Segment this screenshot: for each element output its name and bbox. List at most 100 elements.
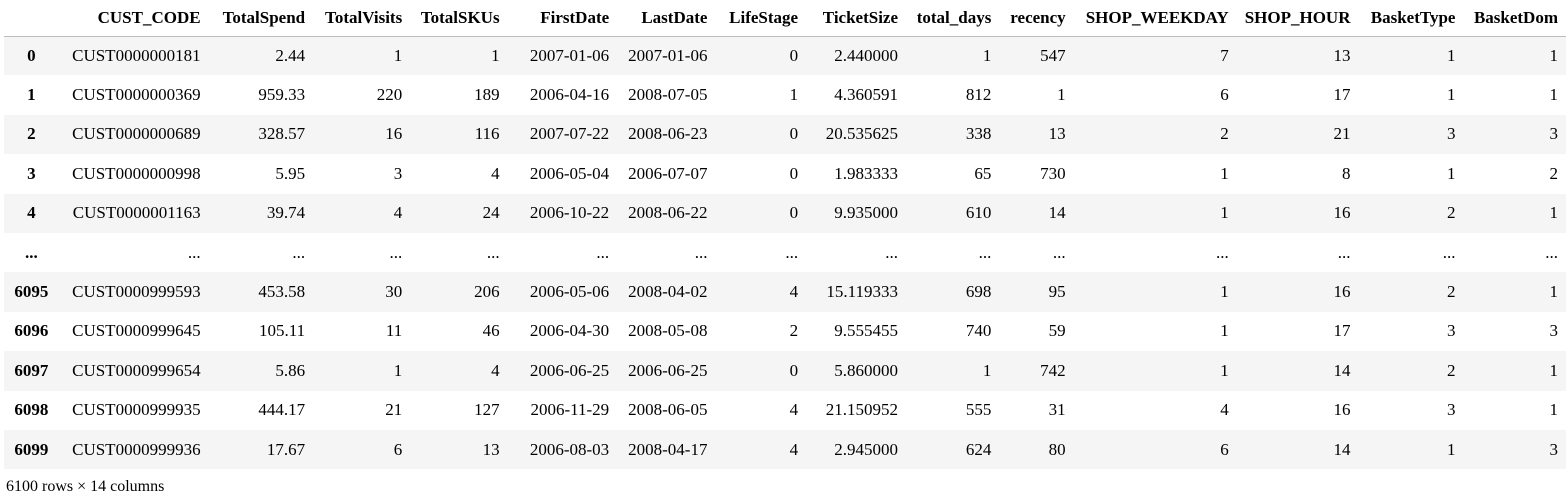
table-cell: 3	[1446, 321, 1456, 341]
table-cell: 2006-10-22	[529, 203, 610, 223]
column-header-firstdate: FirstDate	[507, 0, 618, 37]
table-row: 0 CUST0000000181 2.44 1 1 2007-01-06 2007-01-0…	[4, 36, 1566, 76]
table-row: 6099 CUST0000999936 17.67 6 13 2006-08-03 2008…	[4, 429, 1566, 470]
table-cell: 2	[789, 321, 799, 341]
table-row: ........................................…	[4, 232, 1566, 273]
table-cell: 2	[1549, 163, 1559, 183]
table-cell: 5.86	[275, 360, 306, 380]
table-cell: ...	[486, 242, 500, 262]
table-cell: 1	[982, 45, 992, 65]
table-cell: 3	[1549, 439, 1559, 459]
table-cell: 3	[1446, 124, 1456, 144]
table-cell: 2008-07-05	[628, 85, 708, 105]
table-cell: 1	[1549, 45, 1559, 65]
table-cell: 3	[1446, 400, 1456, 420]
table-cell: 11	[385, 321, 403, 341]
table-cell: 46	[482, 321, 500, 341]
table-cell: CUST0000999935	[72, 400, 201, 420]
table-cell: 1	[982, 360, 992, 380]
table-cell: 2008-06-22	[628, 203, 708, 223]
table-cell: 2006-07-07	[628, 163, 708, 183]
column-header-lifestage: LifeStage	[715, 0, 807, 37]
table-cell: 1	[789, 85, 799, 105]
table-cell: 742	[1040, 360, 1066, 380]
table-cell: ...	[596, 242, 610, 262]
table-row: 6095 CUST0000999593 453.58 30 206 2006-05-06 2…	[4, 272, 1566, 312]
table-cell: 105.11	[259, 321, 306, 341]
table-cell: ...	[1052, 242, 1066, 262]
table-cell: 9.555455	[834, 321, 899, 341]
table-cell: 2006-04-16	[529, 85, 610, 105]
table-cell: 555	[965, 400, 992, 420]
table-cell: 1	[491, 45, 500, 65]
table-cell: ...	[885, 242, 899, 262]
table-cell: ...	[978, 242, 992, 262]
table-cell: 16	[1333, 203, 1351, 223]
table-cell: 2	[1446, 203, 1456, 223]
table-cell: 8	[1341, 163, 1351, 183]
table-cell: 2.945000	[834, 439, 899, 459]
table-cell: 730	[1040, 163, 1066, 183]
table-cell: 16	[1333, 282, 1351, 302]
table-cell: 31	[1048, 400, 1066, 420]
column-header-lastdate: LastDate	[617, 0, 716, 37]
column-header-baskettype: BasketType	[1358, 0, 1464, 37]
table-cell: CUST0000999645	[72, 321, 201, 341]
table-cell: 206	[474, 282, 500, 302]
table-cell: 2006-06-25	[628, 360, 708, 380]
table-cell: 0	[789, 45, 799, 65]
table-body: 0 CUST0000000181 2.44 1 1 2007-01-06 2007-01-0…	[4, 36, 1566, 470]
row-index: 6095	[14, 282, 49, 302]
column-header-cust-code: CUST_CODE	[58, 0, 209, 37]
table-cell: 1	[1446, 85, 1456, 105]
row-index: 6096	[14, 321, 49, 341]
table-cell: 0	[789, 203, 799, 223]
table-cell: 17.67	[266, 439, 306, 459]
table-cell: 2008-04-02	[628, 282, 708, 302]
table-cell: CUST0000000689	[72, 124, 201, 144]
table-cell: 24	[482, 203, 500, 223]
column-header-totalspend: TotalSpend	[208, 0, 314, 37]
table-cell: 2006-05-06	[529, 282, 610, 302]
table-cell: 4	[789, 282, 799, 302]
table-cell: ...	[785, 242, 799, 262]
table-cell: ...	[187, 242, 201, 262]
table-cell: 21	[385, 400, 403, 420]
dataframe-output: CUST_CODE TotalSpend TotalVisits TotalSKUs F…	[4, 0, 1566, 470]
table-cell: 4.360591	[834, 85, 899, 105]
column-header-total-days: total_days	[906, 0, 1000, 37]
table-cell: 3	[1549, 124, 1559, 144]
table-cell: 1	[1549, 400, 1559, 420]
table-cell: 14	[1048, 203, 1066, 223]
table-cell: 59	[1048, 321, 1066, 341]
table-cell: 5.95	[275, 163, 306, 183]
table-cell: 17	[1333, 321, 1351, 341]
row-index: 6098	[14, 400, 49, 420]
table-cell: 0	[789, 163, 799, 183]
shape-summary: 6100 rows × 14 columns	[6, 478, 165, 495]
table-cell: 1	[1446, 439, 1456, 459]
table-cell: 39.74	[266, 203, 306, 223]
table-cell: 2.440000	[834, 45, 899, 65]
table-cell: 2007-01-06	[628, 45, 708, 65]
table-cell: 65	[974, 163, 992, 183]
table-cell: 0	[789, 124, 799, 144]
table-cell: 1	[1446, 163, 1456, 183]
table-cell: 6	[393, 439, 403, 459]
table-cell: CUST0000000998	[72, 163, 201, 183]
table-cell: CUST0000999936	[72, 439, 201, 459]
table-cell: 2008-04-17	[628, 439, 708, 459]
row-index: 6097	[14, 360, 49, 380]
table-cell: CUST0000001163	[72, 203, 201, 223]
table-cell: 1	[1549, 203, 1559, 223]
table-cell: ...	[1442, 242, 1456, 262]
row-index: 1	[27, 85, 36, 105]
table-row: 1 CUST0000000369 959.33 220 189 2006-04-16 200…	[4, 75, 1566, 115]
table-cell: ...	[1215, 242, 1229, 262]
column-header-ticketsize: TicketSize	[806, 0, 907, 37]
table-cell: 1	[1446, 45, 1456, 65]
table-cell: CUST0000999593	[72, 282, 201, 302]
table-row: 3 CUST0000000998 5.95 3 4 2006-05-04 2006-07-0…	[4, 154, 1566, 194]
table-cell: 4	[789, 439, 799, 459]
table-cell: 17	[1333, 85, 1351, 105]
